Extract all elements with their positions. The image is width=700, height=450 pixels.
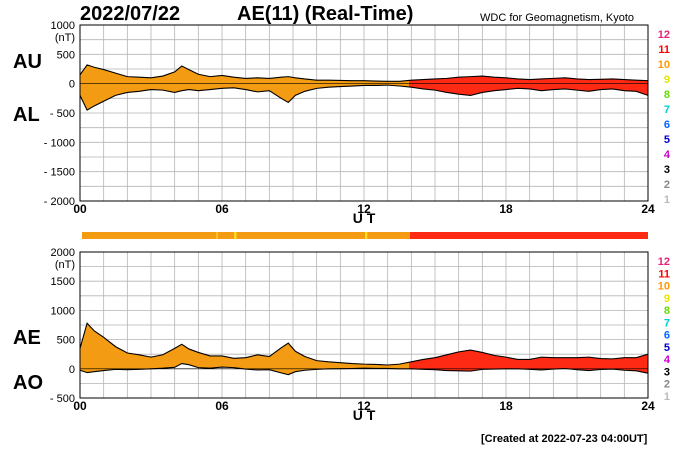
station-count-bar-10 [82, 232, 410, 239]
panel1-x-tick-label: 12 [357, 202, 371, 216]
panel2-legend-count-12: 12 [658, 256, 670, 268]
panel2-legend-count-11: 11 [658, 268, 670, 280]
panel1-y-tick-label: - 2000 [44, 196, 75, 208]
panel2-ao-series-line [79, 362, 649, 376]
panel1-legend-count-12: 12 [658, 29, 670, 41]
panel1-y-tick-label: - 1500 [44, 167, 75, 179]
panel1-x-tick-label: 06 [215, 202, 229, 216]
panel1-frame [79, 24, 649, 202]
panel2-legend-count-9: 9 [664, 293, 670, 305]
panel2-frame [79, 251, 649, 399]
station-count-bar-11 [409, 232, 648, 239]
panel1-legend-count-7: 7 [664, 104, 670, 116]
panel1-legend-count-1: 1 [664, 194, 670, 206]
panel2-legend-count-8: 8 [664, 305, 670, 317]
panel2-legend-count-7: 7 [664, 317, 670, 329]
panel2-x-tick-label: 24 [641, 399, 655, 413]
panel2-x-tick-label: 12 [357, 399, 371, 413]
created-timestamp: [Created at 2022-07-23 04:00UT] [481, 433, 648, 445]
panel2-y-tick-label: - 500 [50, 393, 75, 405]
panel2-y-unit-label: (nT) [55, 259, 75, 271]
panel2-legend-count-4: 4 [664, 354, 671, 366]
panel1-au-series-line [79, 64, 649, 82]
panel2-y-tick-label: 500 [57, 335, 75, 347]
panel1-y-unit-label: (nT) [55, 32, 75, 44]
panel2-legend-count-10: 10 [658, 281, 670, 293]
panel1-legend-count-10: 10 [658, 59, 670, 71]
source-label: WDC for Geomagnetism, Kyoto [480, 12, 635, 24]
panel2-legend-count-1: 1 [664, 391, 670, 403]
panel2-legend-count-5: 5 [664, 342, 670, 354]
panel2-x-tick-label: 18 [499, 399, 513, 413]
panel2-x-tick-label: 06 [215, 399, 229, 413]
panel1-legend-count-11: 11 [658, 44, 670, 56]
station-count-bar-highlight [365, 232, 368, 239]
panel1-x-tick-label: 24 [641, 202, 655, 216]
panel1-y-tick-label: 500 [57, 49, 75, 61]
panel2-y-tick-label: 1000 [51, 305, 75, 317]
panel1-al-series-line [79, 84, 649, 111]
panel2-x-axis-title: U T [353, 407, 376, 423]
panel2-legend-count-3: 3 [664, 366, 670, 378]
station-count-bar-highlight [216, 232, 218, 239]
index-title: AE(11) (Real-Time) [237, 3, 414, 25]
panel1-x-axis-title: U T [353, 210, 376, 226]
panel2-x-tick-label: 00 [73, 399, 87, 413]
panel2-y-tick-label: 0 [69, 364, 75, 376]
panel2-legend-count-2: 2 [664, 379, 670, 391]
panel1-y-tick-label: - 1000 [44, 137, 75, 149]
ae-label: AE [13, 327, 41, 349]
panel1-envelope-fill-10-stations [80, 64, 648, 111]
panel1-envelope-fill-11-stations [408, 76, 648, 96]
panel1-legend-count-3: 3 [664, 164, 670, 176]
au-label: AU [13, 51, 42, 73]
panel1-legend-count-6: 6 [664, 119, 670, 131]
panel2-y-tick-label: 2000 [51, 247, 75, 259]
panel1-y-tick-label: 0 [69, 79, 75, 91]
panel1-y-tick-label: 1000 [51, 20, 75, 32]
panel2-legend-count-6: 6 [664, 330, 670, 342]
panel1-y-tick-label: - 500 [50, 108, 75, 120]
date-title: 2022/07/22 [80, 3, 181, 25]
station-count-bar-highlight [234, 232, 237, 239]
panel1-x-tick-label: 00 [73, 202, 87, 216]
panel1-legend-count-4: 4 [664, 149, 671, 161]
panel1-x-tick-label: 18 [499, 202, 513, 216]
panel1-legend-count-5: 5 [664, 134, 670, 146]
panel2-ae-series-line [79, 322, 649, 366]
panel2-y-tick-label: 1500 [51, 276, 75, 288]
al-label: AL [13, 104, 40, 126]
panel1-legend-count-2: 2 [664, 179, 670, 191]
panel2-envelope-fill-11-stations [408, 350, 648, 374]
ao-label: AO [13, 372, 43, 394]
panel1-legend-count-9: 9 [664, 74, 670, 86]
panel1-legend-count-8: 8 [664, 89, 670, 101]
